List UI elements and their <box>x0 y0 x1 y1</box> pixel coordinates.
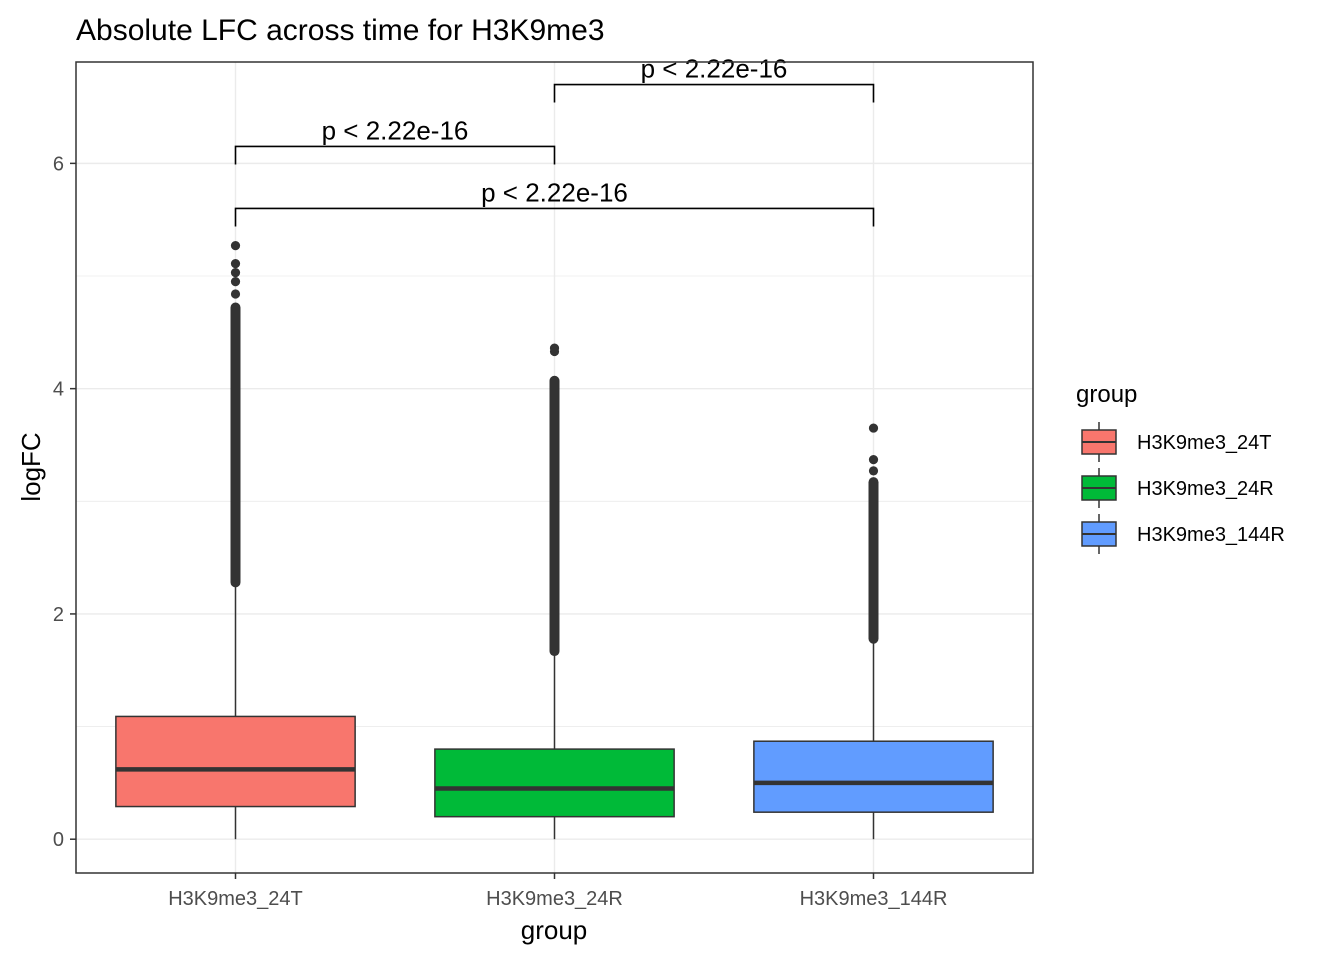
box-rect <box>115 715 356 808</box>
y-axis-title: logFC <box>16 432 46 501</box>
comparison-bracket: p < 2.22e-16 <box>553 54 875 103</box>
legend-item: H3K9me3_24R <box>1081 468 1274 508</box>
legend-item: H3K9me3_24T <box>1081 422 1272 462</box>
box-rect <box>753 740 994 813</box>
x-axis-title: group <box>521 915 588 945</box>
outlier-point <box>868 455 879 465</box>
bracket-line <box>234 145 556 165</box>
y-axis: 0 2 4 6 <box>53 153 76 851</box>
chart-title: Absolute LFC across time for H3K9me3 <box>76 14 605 47</box>
legend-label: H3K9me3_144R <box>1137 524 1285 546</box>
legend: group H3K9me3_24T H3K9me3_24R H3K9me3_144R <box>1076 381 1285 554</box>
bracket-line <box>553 83 875 103</box>
comparison-brackets: p < 2.22e-16 p < 2.22e-16 p < 2.22e-16 <box>234 54 875 227</box>
y-tick-label: 4 <box>53 379 64 401</box>
x-tick-label: H3K9me3_24R <box>486 888 623 910</box>
legend-label: H3K9me3_24R <box>1137 478 1274 500</box>
outlier-point <box>230 277 241 287</box>
x-tick-label: H3K9me3_24T <box>168 888 303 910</box>
outlier-point <box>549 343 560 353</box>
box-group <box>434 343 675 840</box>
bracket-line <box>234 207 875 227</box>
y-tick-label: 2 <box>53 604 64 626</box>
outlier-point <box>230 289 241 299</box>
legend-item: H3K9me3_144R <box>1081 514 1285 554</box>
outlier-point <box>230 259 241 269</box>
y-tick-label: 6 <box>53 153 64 175</box>
comparison-bracket: p < 2.22e-16 <box>234 115 556 165</box>
x-axis: H3K9me3_24T H3K9me3_24R H3K9me3_144R <box>168 873 947 910</box>
outlier-point <box>868 466 879 476</box>
outlier-point <box>230 241 241 251</box>
box-series <box>115 241 994 840</box>
box-group <box>753 423 994 840</box>
box-group <box>115 241 356 840</box>
p-value-label: p < 2.22e-16 <box>481 177 628 207</box>
comparison-bracket: p < 2.22e-16 <box>234 177 875 227</box>
p-value-label: p < 2.22e-16 <box>641 54 788 84</box>
box-rect <box>434 748 675 818</box>
legend-title: group <box>1076 381 1137 408</box>
y-tick-label: 0 <box>53 829 64 851</box>
legend-label: H3K9me3_24T <box>1137 432 1272 454</box>
x-tick-label: H3K9me3_144R <box>800 888 948 910</box>
outlier-point <box>868 423 879 433</box>
outlier-point <box>230 268 241 278</box>
p-value-label: p < 2.22e-16 <box>322 115 469 145</box>
